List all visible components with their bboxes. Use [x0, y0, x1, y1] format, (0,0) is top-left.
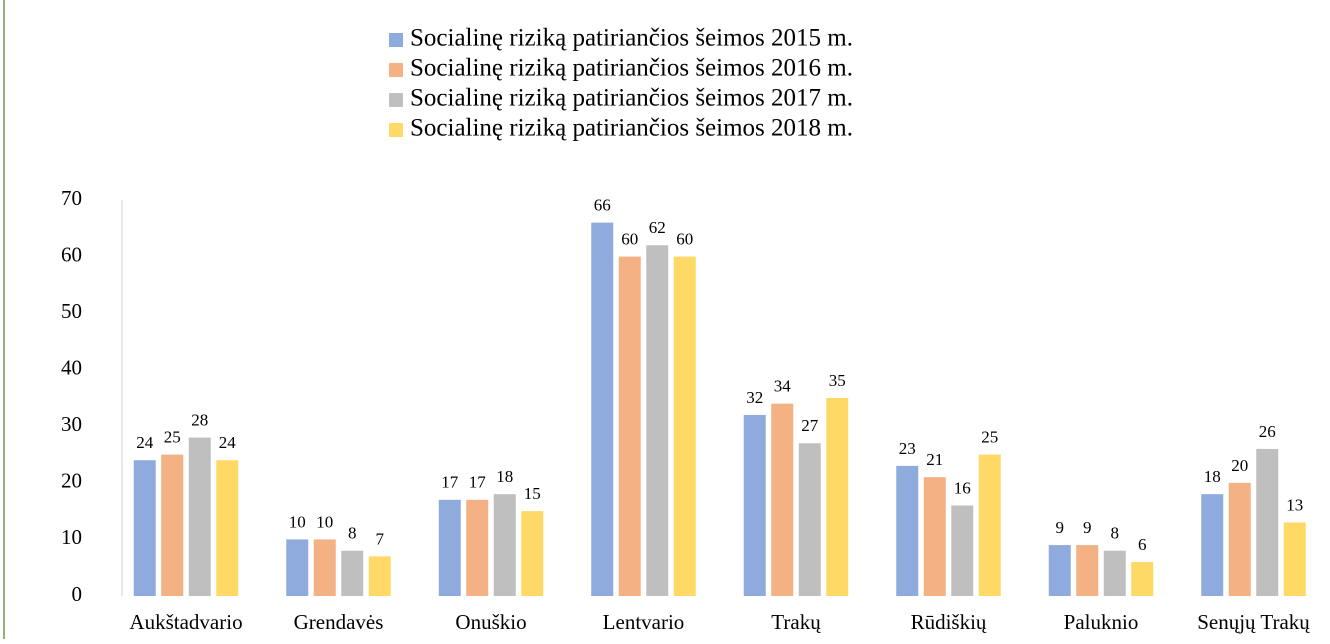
x-tick-label: Trakų — [771, 610, 821, 634]
value-label: 34 — [774, 377, 792, 396]
bar — [341, 550, 364, 596]
bar — [798, 443, 821, 596]
bar — [493, 494, 516, 596]
y-tick-label: 20 — [61, 469, 82, 493]
legend-swatch — [389, 33, 403, 47]
x-tick-label: Senųjų Trakų — [1197, 610, 1310, 634]
bar — [161, 454, 184, 596]
bar — [646, 245, 669, 596]
bar — [1048, 545, 1071, 596]
bar — [978, 454, 1001, 596]
value-label: 18 — [1204, 467, 1221, 486]
x-tick-label: Grendavės — [294, 610, 384, 634]
value-label: 60 — [676, 229, 693, 248]
bar — [521, 511, 544, 596]
bar — [1201, 494, 1224, 596]
bar — [466, 499, 489, 596]
legend-label: Socialinę riziką patiriančios šeimos 201… — [410, 25, 853, 52]
x-tick-label: Rūdiškių — [911, 610, 987, 634]
value-label: 9 — [1083, 518, 1092, 537]
value-label: 9 — [1056, 518, 1065, 537]
value-label: 66 — [594, 196, 611, 215]
bar — [188, 437, 211, 596]
value-label: 32 — [746, 388, 763, 407]
legend-swatch — [389, 123, 403, 137]
value-label: 13 — [1286, 495, 1303, 514]
value-label: 35 — [829, 371, 846, 390]
bar — [743, 414, 766, 596]
value-label: 24 — [219, 433, 237, 452]
legend-label: Socialinę riziką patiriančios šeimos 201… — [410, 115, 853, 142]
value-label: 60 — [621, 229, 638, 248]
value-label: 8 — [1111, 524, 1120, 543]
bar — [133, 460, 156, 596]
y-tick-label: 60 — [61, 242, 82, 266]
y-tick-label: 50 — [61, 299, 82, 323]
value-label: 17 — [441, 473, 459, 492]
value-label: 15 — [524, 484, 541, 503]
value-label: 27 — [801, 416, 819, 435]
value-label: 8 — [348, 524, 357, 543]
value-label: 24 — [136, 433, 154, 452]
bar — [1283, 522, 1306, 596]
value-label: 18 — [496, 467, 513, 486]
bar — [896, 465, 919, 596]
value-label: 21 — [926, 450, 943, 469]
value-label: 25 — [981, 427, 998, 446]
bar — [286, 539, 309, 596]
bar — [1228, 482, 1251, 596]
value-label: 6 — [1138, 535, 1147, 554]
bar — [368, 556, 391, 596]
legend-swatch — [389, 63, 403, 77]
bar — [771, 403, 794, 596]
bar — [313, 539, 336, 596]
bar — [591, 222, 614, 596]
x-tick-label: Paluknio — [1064, 610, 1139, 634]
value-label: 17 — [469, 473, 487, 492]
bar — [438, 499, 461, 596]
value-label: 10 — [316, 512, 333, 531]
value-label: 20 — [1231, 456, 1248, 475]
value-label: 10 — [289, 512, 306, 531]
bar — [923, 477, 946, 596]
bar — [1076, 545, 1099, 596]
bar — [951, 505, 974, 596]
legend-label: Socialinę riziką patiriančios šeimos 201… — [410, 85, 853, 112]
value-label: 23 — [899, 439, 916, 458]
value-label: 7 — [376, 529, 385, 548]
y-tick-label: 40 — [61, 356, 82, 380]
y-tick-label: 70 — [61, 186, 82, 210]
bar — [1103, 550, 1126, 596]
value-label: 28 — [191, 411, 208, 430]
x-tick-label: Aukštadvario — [129, 610, 242, 634]
bar — [1256, 448, 1279, 596]
y-tick-label: 30 — [61, 412, 82, 436]
value-label: 62 — [649, 218, 666, 237]
value-label: 16 — [954, 478, 971, 497]
x-tick-label: Lentvario — [603, 610, 685, 634]
bar — [618, 256, 641, 596]
y-tick-label: 0 — [72, 582, 83, 606]
bar — [216, 460, 239, 596]
bar — [673, 256, 696, 596]
bar — [1131, 562, 1154, 596]
bar — [826, 398, 849, 596]
legend-label: Socialinę riziką patiriančios šeimos 201… — [410, 55, 853, 82]
y-tick-label: 10 — [61, 525, 82, 549]
value-label: 25 — [164, 427, 181, 446]
value-label: 26 — [1259, 422, 1276, 441]
legend-swatch — [389, 93, 403, 107]
x-tick-label: Onuškio — [455, 610, 526, 634]
